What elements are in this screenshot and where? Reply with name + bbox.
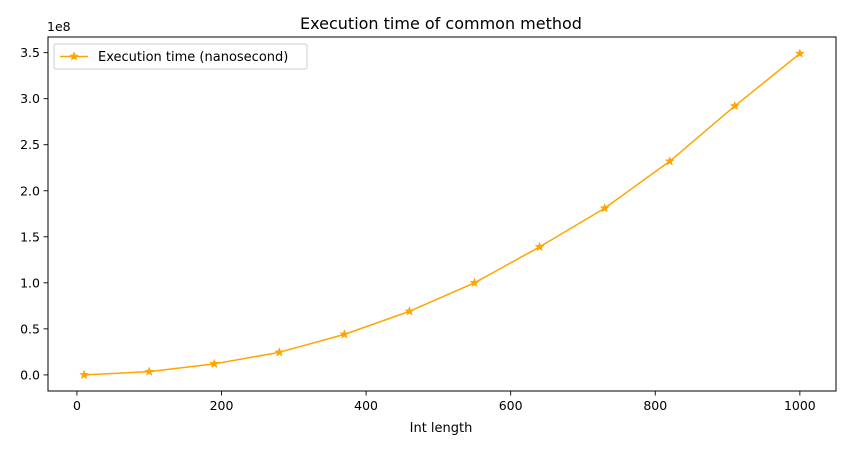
y-offset-label: 1e8 <box>47 19 71 34</box>
data-point <box>404 306 415 316</box>
y-tick-label: 2.0 <box>20 183 40 198</box>
x-tick-label: 200 <box>210 398 234 413</box>
y-tick-label: 3.0 <box>20 91 40 106</box>
x-tick-label: 1000 <box>784 398 816 413</box>
data-point <box>599 202 610 213</box>
y-tick-label: 2.5 <box>20 137 40 152</box>
x-tick-label: 0 <box>73 398 81 413</box>
data-point <box>794 48 805 58</box>
y-tick-label: 1.0 <box>20 275 40 290</box>
legend-box <box>53 43 308 70</box>
data-point <box>534 241 545 252</box>
data-point <box>729 100 740 111</box>
legend: Execution time (nanosecond) <box>53 43 308 70</box>
data-point <box>664 155 675 166</box>
chart-title: Execution time of common method <box>300 14 582 33</box>
y-tick-label: 3.5 <box>20 45 40 60</box>
y-tick-label: 0.5 <box>20 321 40 336</box>
y-tick-label: 0.0 <box>20 367 40 382</box>
legend-label: Execution time (nanosecond) <box>98 50 288 65</box>
y-tick-label: 1.5 <box>20 229 40 244</box>
x-tick-label: 600 <box>499 398 523 413</box>
data-point <box>274 347 285 357</box>
data-point <box>144 366 155 376</box>
x-tick-label: 800 <box>643 398 667 413</box>
legend-marker <box>68 51 80 61</box>
series-line <box>84 52 801 376</box>
plot-frame <box>47 36 837 392</box>
x-tick-label: 400 <box>354 398 378 413</box>
data-point <box>469 277 480 288</box>
data-point <box>339 329 350 339</box>
data-point <box>209 358 220 369</box>
x-axis-label: Int length <box>410 421 473 436</box>
data-point <box>79 369 90 380</box>
